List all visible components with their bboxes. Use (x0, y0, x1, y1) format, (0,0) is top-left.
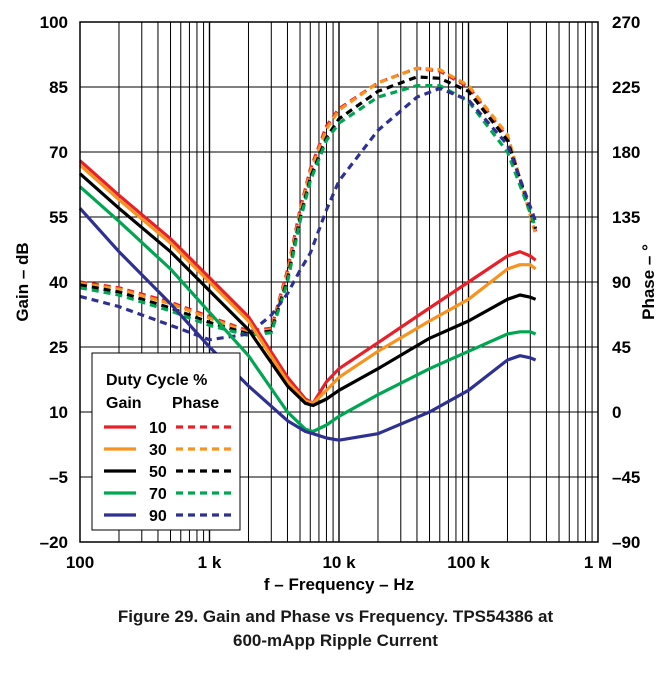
series-lines (78, 66, 538, 442)
legend-gain-header: Gain (106, 395, 142, 412)
legend-rows: 10 30 50 70 90 (104, 420, 232, 525)
gain-line-10 (78, 159, 537, 405)
y2-tick-label: –90 (612, 533, 640, 552)
y-tick-label: 70 (49, 143, 68, 162)
y2-tick-label: 135 (612, 208, 640, 227)
y2-tick-label: –45 (612, 468, 640, 487)
y2-tick-label: 45 (612, 338, 631, 357)
figure-caption-line2: 600-mApp Ripple Current (233, 631, 438, 650)
y-tick-label: 85 (49, 78, 68, 97)
y-tick-label: –5 (49, 468, 68, 487)
phase-line-90 (79, 86, 538, 342)
y2-axis-title: Phase – ° (639, 244, 658, 320)
figure-caption-line1: Figure 29. Gain and Phase vs Frequency. … (117, 607, 554, 626)
y-tick-label: 40 (49, 273, 68, 292)
phase-line-50 (79, 75, 538, 336)
y-tick-label: 10 (49, 403, 68, 422)
legend-title: Duty Cycle % (106, 372, 207, 389)
legend-label-90: 90 (149, 508, 167, 525)
plot-frame (79, 21, 599, 543)
y2-tick-label: 0 (612, 403, 621, 422)
legend-phase-header: Phase (172, 395, 219, 412)
gain-line-70 (78, 185, 537, 434)
legend-label-70: 70 (149, 486, 167, 503)
legend-label-30: 30 (149, 442, 167, 459)
gain-line-30 (78, 163, 537, 405)
y2-tick-label: 225 (612, 78, 640, 97)
x-axis-title: f – Frequency – Hz (264, 575, 414, 594)
y2-tick-label: 180 (612, 143, 640, 162)
legend-label-50: 50 (149, 464, 167, 481)
x-tick-label: 100 (66, 553, 94, 572)
y2-tick-label: 90 (612, 273, 631, 292)
x-tick-label: 10 k (322, 553, 356, 572)
y-tick-label: –20 (40, 533, 68, 552)
y-axis-title: Gain – dB (13, 242, 32, 321)
y-tick-label: 55 (49, 208, 68, 227)
x-tick-label: 1 M (584, 553, 612, 572)
y-tick-label: 25 (49, 338, 68, 357)
gain-line-50 (78, 172, 537, 408)
legend-label-10: 10 (149, 420, 167, 437)
legend: Duty Cycle % Gain Phase 10 30 50 70 90 (91, 352, 241, 531)
y-tick-label: 100 (40, 13, 68, 32)
x-tick-label: 1 k (198, 553, 222, 572)
y2-tick-label: 270 (612, 13, 640, 32)
phase-line-30 (79, 66, 538, 335)
legend-box (91, 352, 241, 531)
gain-line-90 (78, 207, 537, 442)
x-tick-label: 100 k (447, 553, 490, 572)
